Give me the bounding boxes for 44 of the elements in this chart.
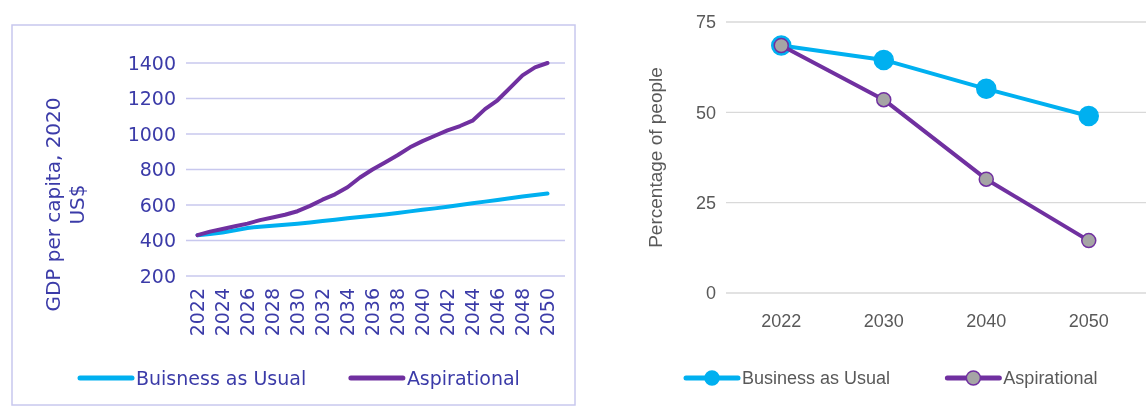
point — [978, 171, 994, 187]
x-tick-label: 2028 — [261, 288, 284, 337]
y-tick-label: 75 — [695, 12, 716, 33]
x-tick-label: 2038 — [386, 288, 409, 337]
point — [876, 91, 892, 108]
y-axis-title: GDP per capita, 2020 US$ — [41, 97, 89, 312]
legend-label: Aspirational — [1003, 368, 1098, 389]
x-tick-label: 2024 — [211, 288, 234, 337]
x-tick-label: 2034 — [336, 288, 359, 337]
y-tick-label: 0 — [705, 283, 716, 304]
y-tick-label: 800 — [139, 158, 176, 181]
x-tick-label: 2044 — [461, 288, 484, 337]
y-axis-title: Percentage of people — [645, 67, 666, 248]
x-tick-label: 2022 — [761, 311, 802, 331]
x-tick-label: 2026 — [236, 288, 259, 337]
legend-label: Buisness as Usual — [136, 366, 307, 389]
x-tick-label: 2030 — [863, 311, 904, 331]
point — [976, 78, 997, 100]
y-tick-label: 400 — [139, 229, 176, 252]
legend-label: Business as Usual — [742, 368, 891, 389]
point — [873, 49, 894, 71]
x-tick-label: 2040 — [411, 288, 434, 337]
legend-label: Aspirational — [406, 366, 520, 389]
y-tick-label: 1000 — [127, 122, 176, 145]
line-series — [195, 191, 550, 238]
y-tick-label: 1200 — [127, 87, 176, 110]
y-tick-label: 1400 — [127, 51, 176, 74]
x-tick-label: 2040 — [966, 311, 1007, 331]
x-tick-label: 2036 — [361, 288, 384, 337]
x-tick-label: 2032 — [311, 288, 334, 337]
y-tick-label: 200 — [139, 264, 176, 287]
point — [1081, 232, 1097, 249]
x-tick-label: 2048 — [511, 288, 534, 337]
y-tick-label: 600 — [139, 193, 176, 216]
line-series — [195, 61, 550, 238]
y-tick-label: 50 — [695, 102, 716, 123]
y-tick-label: 25 — [695, 192, 716, 213]
x-tick-label: 2050 — [536, 288, 559, 337]
x-tick-label: 2042 — [436, 288, 459, 337]
point — [1078, 105, 1099, 127]
x-tick-label: 2030 — [286, 288, 309, 337]
x-tick-label: 2050 — [1068, 311, 1109, 331]
x-tick-label: 2046 — [486, 288, 509, 337]
x-tick-label: 2022 — [186, 288, 209, 337]
